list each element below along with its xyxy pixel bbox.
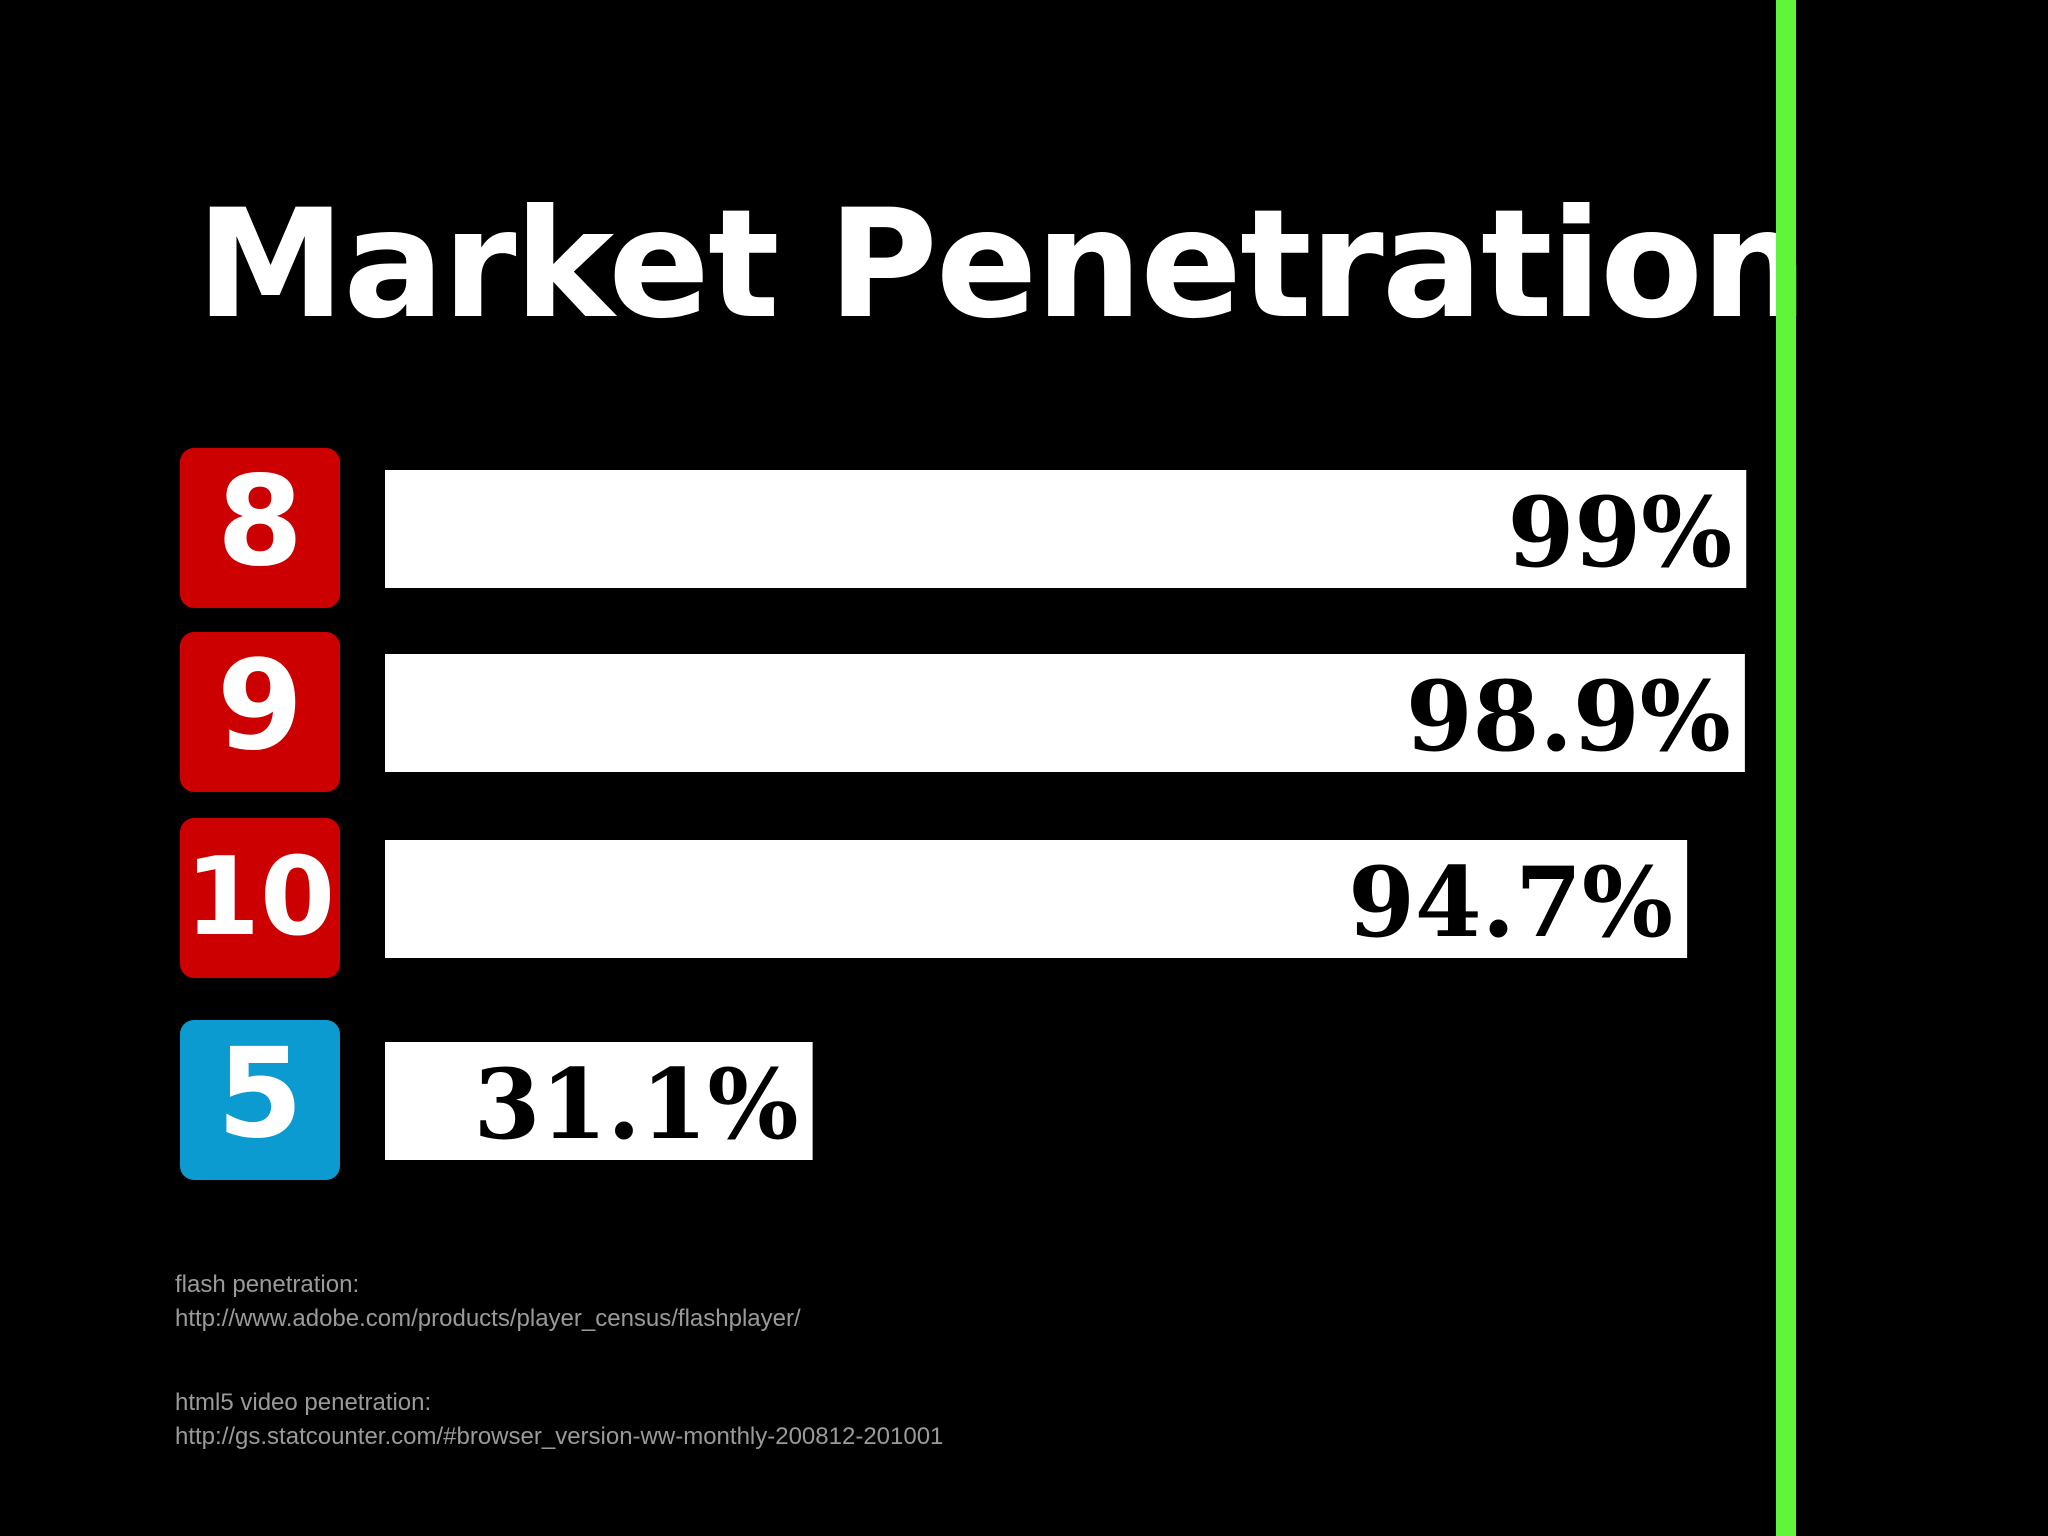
source-flash-url: http://www.adobe.com/products/player_cen… — [175, 1305, 801, 1332]
version-badge — [180, 1020, 340, 1180]
accent-rule — [1776, 0, 1796, 1536]
bar — [385, 840, 1688, 958]
source-flash: flash penetration: http://www.adobe.com/… — [175, 1268, 943, 1336]
bar-value-label: 94.7% — [1348, 846, 1673, 959]
version-badge — [180, 448, 340, 608]
source-flash-label: flash penetration: — [175, 1271, 360, 1298]
version-label: 10 — [185, 835, 335, 960]
version-label: 9 — [217, 634, 303, 778]
bar — [385, 470, 1747, 588]
bar — [385, 654, 1745, 772]
version-badge — [180, 818, 340, 978]
source-html5-label: html5 video penetration: — [175, 1389, 432, 1416]
version-badge — [180, 632, 340, 792]
bar-value-label: 99% — [1507, 476, 1732, 589]
page-title: Market Penetration — [196, 178, 1808, 352]
source-html5: html5 video penetration: http://gs.statc… — [175, 1386, 943, 1454]
bar-value-label: 98.9% — [1406, 660, 1731, 773]
bar — [385, 1042, 813, 1160]
version-label: 8 — [217, 450, 303, 594]
source-html5-url: http://gs.statcounter.com/#browser_versi… — [175, 1423, 944, 1450]
bar-value-label: 31.1% — [474, 1048, 799, 1161]
version-label: 5 — [217, 1022, 303, 1166]
sources: flash penetration: http://www.adobe.com/… — [175, 1268, 943, 1504]
